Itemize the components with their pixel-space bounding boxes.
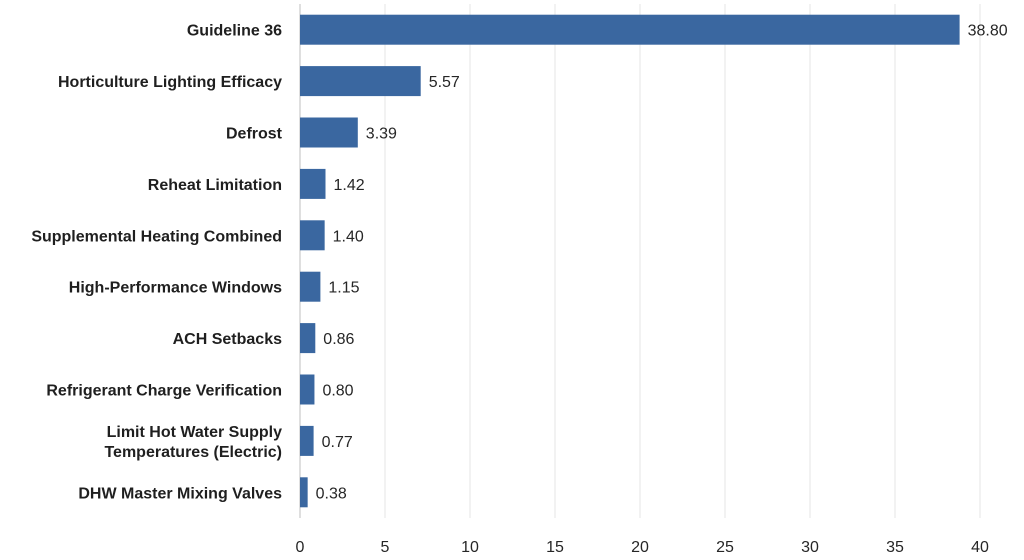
- x-tick-label: 25: [716, 539, 734, 556]
- category-label-line: Guideline 36: [187, 23, 282, 40]
- category-label-line: Limit Hot Water Supply: [107, 424, 283, 441]
- data-label: 0.80: [322, 383, 353, 400]
- category-label-line: Supplemental Heating Combined: [31, 228, 282, 245]
- bars: [300, 14, 960, 508]
- x-tick-label: 0: [296, 539, 305, 556]
- bar: [300, 477, 308, 508]
- category-label: Refrigerant Charge Verification: [46, 383, 282, 400]
- category-label-line: DHW Master Mixing Valves: [78, 485, 282, 502]
- x-tick-label: 40: [971, 539, 989, 556]
- category-label: Limit Hot Water Supply Temperatures (Elec…: [104, 424, 282, 461]
- category-label: Defrost: [226, 126, 283, 143]
- category-label-line: Reheat Limitation: [148, 177, 282, 194]
- data-label: 1.15: [328, 280, 359, 297]
- x-axis-ticks: 0 5 10 15 20 25 30 35 40: [296, 539, 989, 556]
- bar: [300, 323, 316, 354]
- data-label: 0.77: [322, 434, 353, 451]
- category-label: Reheat Limitation: [148, 177, 282, 194]
- gridlines: [299, 4, 981, 518]
- category-label: Supplemental Heating Combined: [31, 228, 282, 245]
- category-label-line: Refrigerant Charge Verification: [46, 383, 282, 400]
- bar: [300, 374, 315, 405]
- bar: [300, 271, 321, 302]
- category-label-line: Horticulture Lighting Efficacy: [58, 74, 282, 91]
- bar: [300, 14, 960, 45]
- data-label: 5.57: [429, 74, 460, 91]
- x-tick-label: 30: [801, 539, 819, 556]
- x-tick-label: 15: [546, 539, 564, 556]
- bar: [300, 220, 325, 251]
- category-label: DHW Master Mixing Valves: [78, 485, 282, 502]
- data-label: 0.86: [323, 331, 354, 348]
- category-label: High-Performance Windows: [69, 280, 282, 297]
- bar: [300, 168, 326, 199]
- value-labels: 38.80 5.57 3.39 1.42 1.40 1.15 0.86 0.80 0.77 0.3…: [316, 23, 1008, 503]
- bar: [300, 425, 314, 456]
- category-label: Guideline 36: [187, 23, 282, 40]
- data-label: 1.40: [333, 228, 364, 245]
- category-label: ACH Setbacks: [173, 331, 282, 348]
- category-label-line: Defrost: [226, 126, 283, 143]
- data-label: 0.38: [316, 485, 347, 502]
- bar: [300, 117, 358, 148]
- x-tick-label: 20: [631, 539, 649, 556]
- data-label: 1.42: [334, 177, 365, 194]
- data-label: 38.80: [968, 23, 1008, 40]
- x-tick-label: 5: [381, 539, 390, 556]
- bar: [300, 66, 421, 97]
- data-label: 3.39: [366, 126, 397, 143]
- category-label-line: ACH Setbacks: [173, 331, 282, 348]
- category-label-line: High-Performance Windows: [69, 280, 282, 297]
- x-tick-label: 10: [461, 539, 479, 556]
- category-label: Horticulture Lighting Efficacy: [58, 74, 282, 91]
- category-label-line: Temperatures (Electric): [104, 444, 282, 461]
- x-tick-label: 35: [886, 539, 904, 556]
- category-labels: Guideline 36 Horticulture Lighting Effica…: [31, 23, 282, 503]
